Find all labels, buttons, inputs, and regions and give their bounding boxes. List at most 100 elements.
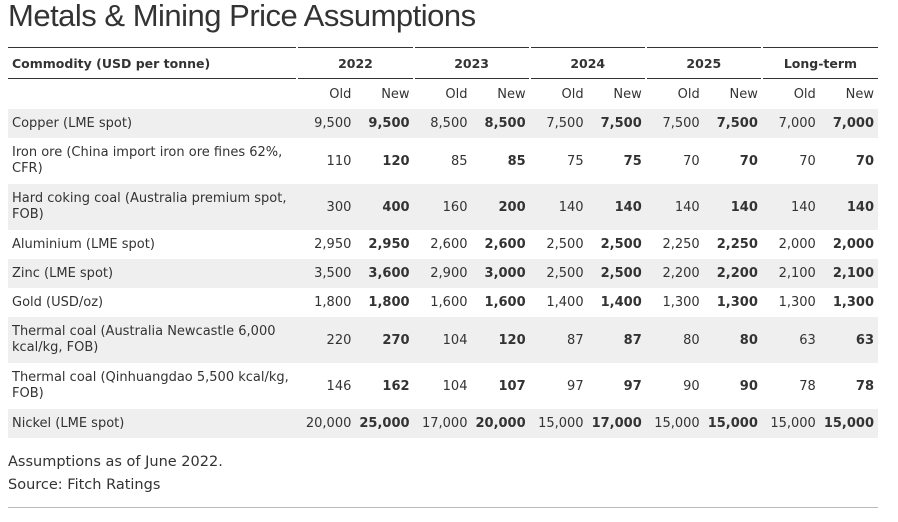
cell: 400: [355, 184, 414, 230]
cell: 7,000: [761, 109, 820, 138]
cell: 9,500: [355, 109, 414, 138]
cell: 25,000: [355, 409, 414, 438]
cell: 140: [645, 184, 704, 230]
row: Thermal coal (Qinhuangdao 5,500 kcal/kg,…: [8, 363, 878, 409]
cell: 140: [703, 184, 762, 230]
subheader: Old: [445, 86, 468, 102]
cell: 90: [739, 378, 758, 394]
cell: 2,500: [529, 259, 588, 288]
subheader: Old: [329, 86, 352, 102]
cell: 2,100: [761, 259, 820, 288]
cell: 2,900: [413, 259, 472, 288]
cell: 15,000: [529, 409, 588, 438]
cell: 75: [623, 153, 642, 169]
row-label: Thermal coal (Qinhuangdao 5,500 kcal/kg,…: [12, 370, 289, 401]
header-label: Commodity (USD per tonne): [8, 47, 298, 79]
cell: 85: [507, 153, 526, 169]
subheader: New: [845, 86, 874, 102]
cell: 80: [703, 317, 762, 363]
cell: 2,000: [832, 237, 874, 252]
cell: 2,500: [587, 259, 646, 288]
cell: 1,300: [832, 295, 874, 310]
cell: 20,000: [297, 409, 356, 438]
cell: 2,200: [645, 259, 704, 288]
subheader: Old: [561, 86, 584, 102]
subheader: New: [497, 86, 526, 102]
row: Hard coking coal (Australia premium spot…: [8, 184, 878, 230]
bottom-rule: [8, 507, 878, 508]
notes: Assumptions as of June 2022. Source: Fitc…: [8, 451, 223, 497]
cell: 97: [623, 378, 642, 394]
row-label: Thermal coal (Australia Newcastle 6,000 …: [8, 317, 298, 363]
cell: 1,300: [662, 295, 700, 310]
cell: 2,500: [546, 237, 584, 252]
cell: 104: [413, 317, 472, 363]
group-header: 2023: [412, 47, 530, 79]
cell: 17,000: [587, 409, 646, 438]
cell: 8,500: [413, 109, 472, 138]
note: Source: Fitch Ratings: [8, 477, 161, 493]
cell: 63: [761, 317, 820, 363]
cell: 7,500: [703, 109, 762, 138]
blank: [8, 79, 297, 110]
cell: 9,500: [297, 109, 356, 138]
cell: 97: [567, 378, 584, 394]
row: Thermal coal (Australia Newcastle 6,000 …: [8, 317, 878, 363]
cell: 110: [326, 153, 352, 169]
cell: 78: [855, 378, 874, 394]
cell: 1,300: [778, 295, 816, 310]
cell: 200: [471, 184, 530, 230]
cell: 140: [819, 184, 878, 230]
cell: 70: [799, 153, 816, 169]
cell: 78: [799, 378, 816, 394]
cell: 90: [683, 378, 700, 394]
cell: 15,000: [703, 409, 762, 438]
cell: 104: [442, 378, 468, 394]
cell: 87: [529, 317, 588, 363]
cell: 140: [587, 184, 646, 230]
row-label: Nickel (LME spot): [8, 409, 298, 438]
cell: 120: [471, 317, 530, 363]
group-header: Long-term: [760, 47, 878, 79]
cell: 80: [645, 317, 704, 363]
cell: 140: [529, 184, 588, 230]
cell: 20,000: [471, 409, 530, 438]
cell: 75: [567, 153, 584, 169]
cell: 70: [855, 153, 874, 169]
cell: 300: [297, 184, 356, 230]
cell: 8,500: [471, 109, 530, 138]
cell: 70: [683, 153, 700, 169]
row: Zinc (LME spot) 3,500 3,600 2,900 3,000 2,500…: [8, 259, 878, 288]
cell: 220: [297, 317, 356, 363]
cell: 1,800: [314, 295, 352, 310]
row: Iron ore (China import iron ore fines 62…: [8, 138, 878, 184]
cell: 1,600: [430, 295, 468, 310]
cell: 70: [739, 153, 758, 169]
cell: 140: [761, 184, 820, 230]
cell: 17,000: [413, 409, 472, 438]
row-label: Aluminium (LME spot): [12, 236, 155, 252]
subheader: Old: [677, 86, 700, 102]
row-label: Copper (LME spot): [8, 109, 298, 138]
group-header: 2022: [296, 47, 414, 79]
cell: 160: [413, 184, 472, 230]
cell: 15,000: [761, 409, 820, 438]
cell: 3,000: [471, 259, 530, 288]
cell: 107: [498, 378, 526, 394]
cell: 1,600: [484, 295, 526, 310]
cell: 2,000: [778, 237, 816, 252]
subheader: New: [729, 86, 758, 102]
subheader: Old: [793, 86, 816, 102]
table: Commodity (USD per tonne) 2022 2023 2024 20…: [8, 47, 878, 438]
row-label: Gold (USD/oz): [12, 294, 104, 310]
group-header: 2024: [528, 47, 646, 79]
cell: 2,200: [703, 259, 762, 288]
header-row: Commodity (USD per tonne) 2022 2023 2024 20…: [8, 47, 878, 79]
cell: 2,950: [314, 237, 352, 252]
cell: 63: [819, 317, 878, 363]
cell: 2,500: [600, 237, 642, 252]
cell: 2,950: [368, 237, 410, 252]
cell: 1,300: [716, 295, 758, 310]
cell: 2,250: [662, 237, 700, 252]
